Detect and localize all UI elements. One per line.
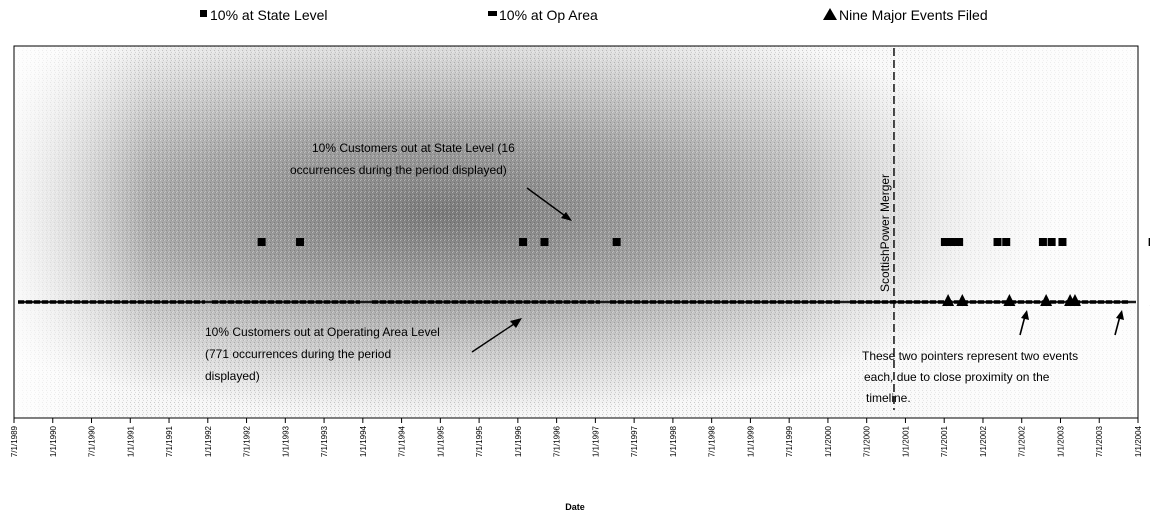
state-level-point (1148, 238, 1150, 246)
state-level-point (296, 238, 305, 246)
pointer-arrow-2 (1114, 315, 1121, 336)
x-tick-label: 1/1/2002 (979, 425, 988, 457)
x-tick-label: 7/1/2002 (1018, 425, 1027, 457)
annotation-pointers-line-3: timeline. (866, 391, 911, 405)
annotation-state-arrow (526, 187, 569, 219)
major-events-series (942, 294, 1150, 306)
x-tick-label: 7/1/1999 (785, 425, 794, 457)
x-tick-label: 1/1/2004 (1134, 425, 1143, 457)
legend-oparea-label: 10% at Op Area (499, 7, 598, 23)
state-level-point (993, 238, 1002, 246)
major-event-point (1068, 294, 1081, 306)
merger-line-group: ScottishPower Merger (878, 48, 895, 410)
annotation-oparea-line-2: (771 occurrences during the period (205, 347, 391, 361)
state-level-point (257, 238, 266, 246)
state-level-point (1002, 238, 1011, 246)
x-tick-label: 7/1/1996 (553, 425, 562, 457)
x-tick-label: 1/1/1994 (359, 425, 368, 457)
legend: 10% at State Level 10% at Op Area Nine M… (200, 7, 988, 23)
pointer-arrowhead-2 (1116, 310, 1124, 320)
x-tick-label: 7/1/1997 (630, 425, 639, 457)
x-tick-label: 1/1/1991 (126, 425, 135, 457)
x-tick-label: 1/1/1996 (514, 425, 523, 457)
x-tick-label: 7/1/2003 (1095, 425, 1104, 457)
state-level-point (1058, 238, 1067, 246)
state-level-series (257, 238, 1150, 246)
x-tick-label: 1/1/1999 (746, 425, 755, 457)
annotation-state-line-1: 10% Customers out at State Level (16 (312, 141, 515, 155)
merger-label: ScottishPower Merger (878, 174, 892, 292)
state-level-point (955, 238, 964, 246)
pointer-arrow-1 (1019, 315, 1026, 336)
annotation-pointers: These two pointers represent two events … (862, 310, 1124, 405)
state-level-point (540, 238, 549, 246)
annotation-oparea-arrow (471, 321, 518, 353)
x-tick-label: 1/1/1990 (49, 425, 58, 457)
legend-events-label: Nine Major Events Filed (839, 7, 988, 23)
x-tick-label: 7/1/1992 (243, 425, 252, 457)
annotation-state-arrowhead (561, 212, 572, 221)
x-tick-label: 1/1/1992 (204, 425, 213, 457)
x-tick-label: 7/1/1998 (708, 425, 717, 457)
state-level-point (1047, 238, 1056, 246)
plot-fade (14, 46, 1138, 418)
x-tick-label: 1/1/1998 (669, 425, 678, 457)
plot-border (13, 45, 1139, 419)
annotation-pointers-line-2: each, due to close proximity on the (864, 370, 1050, 384)
pointer-arrowhead-1 (1021, 310, 1029, 320)
x-tick-label: 7/1/1990 (88, 425, 97, 457)
x-tick-label: 1/1/2003 (1056, 425, 1065, 457)
major-event-point (956, 294, 969, 306)
x-tick-label: 1/1/1997 (591, 425, 600, 457)
x-tick-label: 7/1/1989 (10, 425, 19, 457)
x-tick-label: 1/1/2000 (824, 425, 833, 457)
state-level-point (1038, 238, 1047, 246)
state-level-point (519, 238, 528, 246)
state-level-point (612, 238, 621, 246)
state-level-point (940, 238, 949, 246)
annotation-oparea-line-1: 10% Customers out at Operating Area Leve… (205, 325, 440, 339)
x-tick-label: 7/1/1995 (475, 425, 484, 457)
annotation-oparea-arrowhead (510, 318, 522, 328)
annotation-state: 10% Customers out at State Level (16 occ… (290, 141, 572, 221)
x-tick-label: 7/1/1994 (398, 425, 407, 457)
x-tick-label: 7/1/1991 (165, 425, 174, 457)
x-tick-label: 1/1/1995 (436, 425, 445, 457)
annotation-oparea: 10% Customers out at Operating Area Leve… (205, 318, 522, 383)
x-tick-label: 7/1/1993 (320, 425, 329, 457)
x-axis-title: Date (565, 502, 585, 512)
major-event-point (942, 294, 955, 306)
major-event-point (1040, 294, 1053, 306)
state-level-point (947, 238, 956, 246)
legend-state-marker (200, 10, 207, 17)
legend-oparea-marker (488, 11, 497, 16)
annotation-oparea-line-3: displayed) (205, 369, 260, 383)
annotation-state-line-2: occurrences during the period displayed) (290, 163, 507, 177)
major-event-point (1003, 294, 1016, 306)
legend-events-marker (823, 8, 837, 20)
x-axis: 7/1/1989 1/1/1990 7/1/1990 1/1/1991 7/1/1991… (10, 418, 1143, 457)
x-tick-label: 7/1/2000 (863, 425, 872, 457)
x-tick-label: 1/1/2001 (901, 425, 910, 457)
legend-state-label: 10% at State Level (210, 7, 328, 23)
x-tick-label: 7/1/2001 (940, 425, 949, 457)
x-tick-label: 1/1/1993 (281, 425, 290, 457)
annotation-pointers-line-1: These two pointers represent two events (862, 349, 1078, 363)
